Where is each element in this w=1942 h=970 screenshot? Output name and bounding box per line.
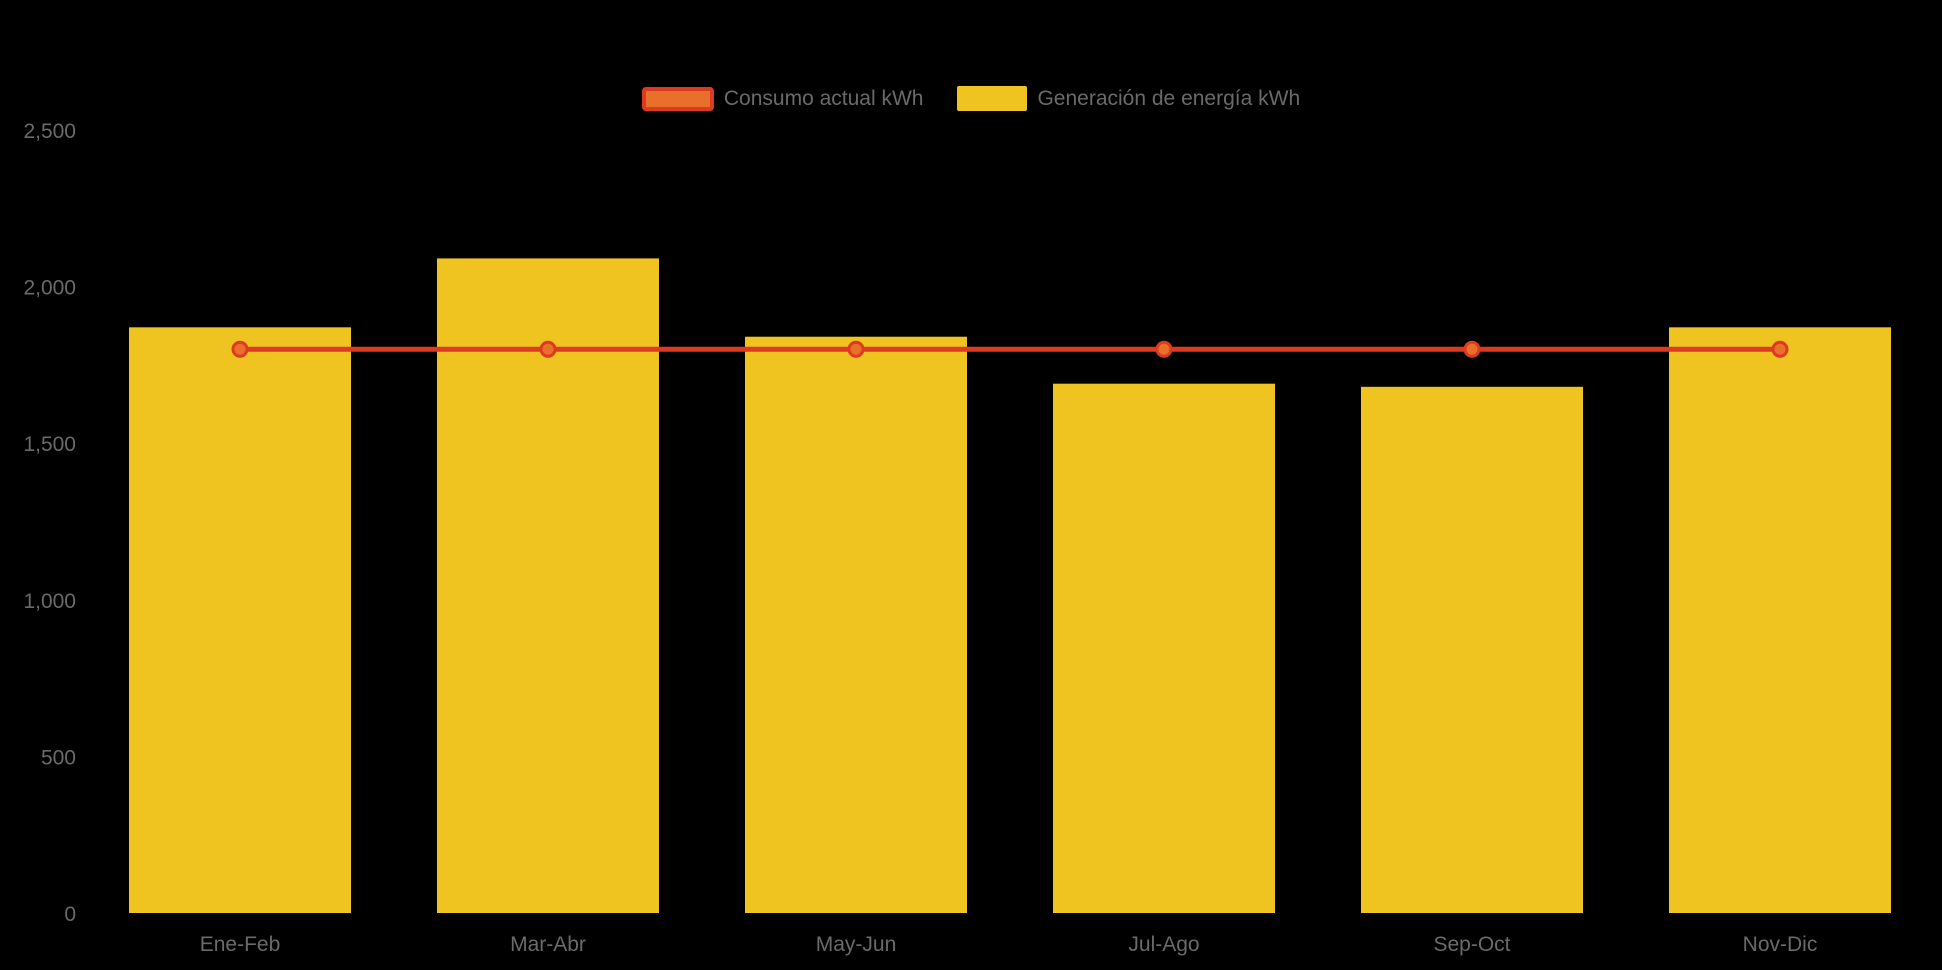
consumo-point-mar-abr[interactable]: [539, 340, 557, 358]
chart-legend: Consumo actual kWh Generación de energía…: [0, 86, 1942, 111]
bar-mar-abr[interactable]: [437, 258, 659, 913]
generacion-bar-swatch-icon: [957, 86, 1028, 111]
x-tick-label: May-Jun: [816, 933, 897, 956]
y-tick-label: 500: [41, 746, 76, 769]
bar-sep-oct[interactable]: [1361, 386, 1583, 914]
bar-may-jun[interactable]: [745, 336, 967, 913]
consumo-point-may-jun[interactable]: [847, 340, 865, 358]
consumo-point-sep-oct[interactable]: [1463, 340, 1481, 358]
legend-label-generacion: Generación de energía kWh: [1037, 86, 1301, 110]
bar-jul-ago[interactable]: [1053, 383, 1275, 913]
x-tick-label: Ene-Feb: [200, 933, 281, 956]
y-tick-label: 0: [64, 903, 76, 926]
bar-nov-dic[interactable]: [1669, 327, 1891, 913]
y-tick-label: 1,500: [23, 433, 76, 456]
y-tick-label: 2,000: [23, 277, 76, 300]
legend-item-generacion[interactable]: Generación de energía kWh: [957, 86, 1300, 111]
y-tick-label: 1,000: [23, 590, 76, 613]
consumo-point-jul-ago[interactable]: [1155, 340, 1173, 358]
x-tick-label: Nov-Dic: [1743, 933, 1818, 956]
consumo-point-nov-dic[interactable]: [1771, 340, 1789, 358]
y-tick-label: 2,500: [23, 120, 76, 143]
legend-item-consumo[interactable]: Consumo actual kWh: [641, 86, 924, 111]
x-tick-label: Mar-Abr: [510, 933, 586, 956]
x-tick-label: Sep-Oct: [1433, 933, 1510, 956]
legend-label-consumo: Consumo actual kWh: [723, 86, 924, 110]
consumo-line-swatch-icon: [641, 86, 714, 111]
bar-ene-feb[interactable]: [129, 327, 351, 913]
x-tick-label: Jul-Ago: [1128, 933, 1199, 956]
consumo-point-ene-feb[interactable]: [231, 340, 249, 358]
